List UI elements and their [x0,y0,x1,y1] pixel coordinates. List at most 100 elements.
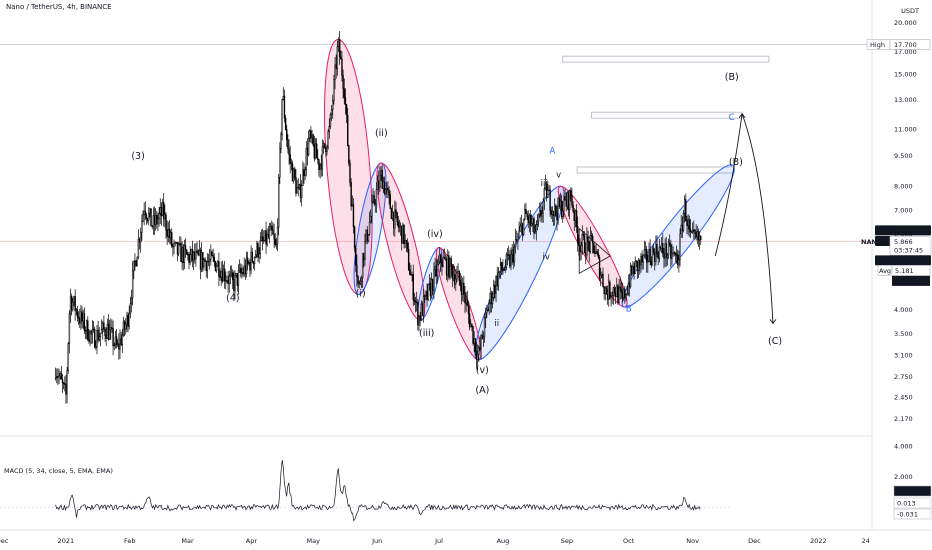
candle-body [619,286,621,290]
candle-body [203,259,205,268]
time-axis[interactable]: Dec 2021 Feb Mar Apr May Jun Jul Aug Sep Oct Nov Dec… [0,537,870,545]
candle-body [58,375,60,378]
candle-body [314,143,317,159]
channel-blue-7 [621,164,735,308]
candle-body [665,243,667,259]
candle-body [386,187,388,190]
candle-body [496,276,498,287]
candle-body [275,243,278,246]
candle-body [681,224,684,231]
candle-body [428,282,431,285]
candle-body [611,295,613,297]
time-tick-label: Oct [623,537,635,545]
candle-body [344,97,347,105]
price-tick-label: 9.500 [894,152,913,160]
candle-body [313,144,316,159]
candle-body [366,229,368,242]
candle-body [97,330,99,341]
candle-body [392,211,395,229]
price-axis[interactable]: 20.000 17.000 15.000 13.000 11.000 9.500 8.000… [894,7,919,481]
candle-body [215,265,218,271]
candle-body [441,262,443,267]
candle-body [412,273,414,300]
candle-body [60,373,63,380]
candle-body [594,252,596,254]
candle-body [643,249,646,256]
candle-body [575,210,578,227]
candle-body [483,317,486,338]
candle-body [105,335,107,339]
macd-tick-label: 2.000 [894,473,913,481]
candle-body [250,251,252,271]
candle-body [666,254,669,259]
candle-body [206,261,209,272]
macd-series [0,459,730,522]
time-tick-label: Feb [124,537,136,545]
candle-body [425,291,427,296]
candle-body [207,260,210,263]
wave-label-14: iv [543,252,550,262]
candle-body [90,331,92,335]
candle-body [327,131,329,148]
candle-body [72,302,74,310]
candle-body [413,299,416,302]
candle-body [459,280,462,287]
candle-body [426,291,428,300]
candle-body [302,169,304,186]
candle-body [613,287,616,294]
candle-body [513,246,516,263]
candle-body [510,254,512,267]
candle-body [89,331,91,342]
candle-body [437,261,440,265]
candle-body [596,251,598,255]
candle-body [184,245,187,251]
candle-body [518,230,520,238]
candle-body [174,242,176,244]
candle-body [414,300,417,303]
candle-body [234,274,236,291]
candle-body [297,187,299,189]
candle-body [265,230,267,245]
candle-body [680,224,682,235]
candle-body [336,46,339,70]
candle-body [679,233,681,261]
candle-body [372,195,374,203]
candle-body [589,235,592,253]
candle-body [387,187,389,191]
candle-body [675,253,678,256]
candle-body [498,270,501,273]
candle-body [657,253,659,259]
fib-rect-1 [591,111,743,119]
candle-body [238,267,241,272]
candle-body [81,311,83,322]
candle-body [114,336,117,346]
candle-body [139,232,142,243]
candle-body [527,216,529,223]
candle-body [286,129,288,141]
candle-body [218,261,220,277]
candle-body [535,224,537,233]
candle-body [70,296,73,310]
candle-body [157,218,159,224]
candle-body [588,241,590,253]
candle-body [160,207,163,216]
candle-body [328,126,330,132]
candle-body [243,265,245,275]
candle-body [595,251,597,254]
wave-label-12: i [500,259,502,269]
candle-body [177,243,180,255]
candle-body [358,282,360,285]
candle-body [91,329,94,335]
wave-label-9: A [549,146,555,156]
candle-body [698,235,701,241]
candle-body [151,225,153,228]
candle-body [494,284,496,294]
last-2-tag: 5.876 [878,237,897,245]
candle-body [345,104,348,116]
candle-body [396,212,398,222]
candle-body [590,235,593,237]
candle-body [639,260,641,266]
candle-body [305,148,307,170]
time-tick-label: Sep [561,537,573,545]
